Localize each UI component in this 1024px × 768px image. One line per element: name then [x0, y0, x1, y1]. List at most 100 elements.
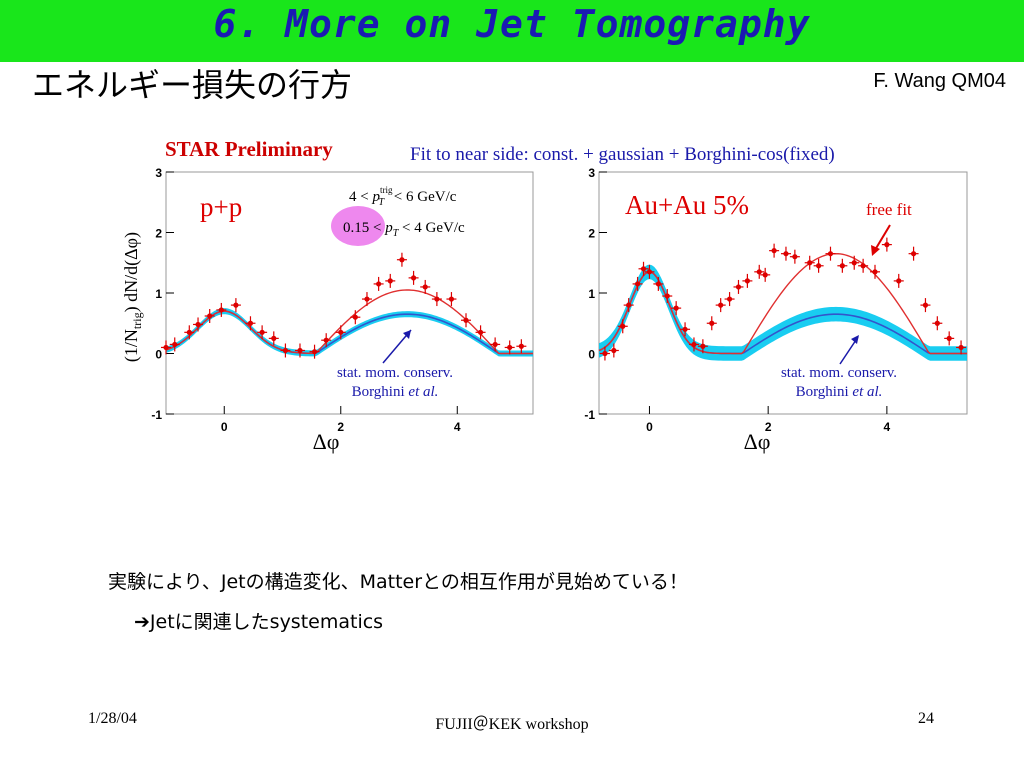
- auau-data-point: [771, 248, 777, 254]
- auau-data-point: [735, 284, 742, 290]
- auau-data-point: [839, 263, 845, 269]
- auau-y-tick-label: -1: [584, 408, 595, 422]
- free-fit-arrow: [874, 224, 891, 251]
- pp-y-tick-label: 2: [155, 227, 162, 241]
- auau-x-tick-label: 4: [884, 420, 891, 434]
- auau-data-point: [872, 269, 878, 275]
- auau-annotation-arrowhead: [851, 335, 859, 344]
- auau-data-point: [783, 251, 789, 257]
- free-fit-arrowhead: [871, 245, 880, 256]
- pp-x-axis-label: Δφ: [313, 429, 340, 454]
- star-preliminary-label: STAR Preliminary: [165, 137, 333, 161]
- footer-page-number: 24: [918, 710, 934, 727]
- pp-data-point: [172, 341, 178, 348]
- pp-data-point: [271, 335, 277, 341]
- auau-data-point: [691, 341, 697, 348]
- pp-model-note-2: Borghini et al.: [352, 384, 439, 400]
- auau-data-point: [827, 251, 834, 257]
- auau-data-point: [792, 254, 798, 260]
- free-fit-label: free fit: [866, 200, 912, 219]
- pp-data-point: [311, 349, 318, 355]
- right-arrow-icon: ➔: [134, 611, 150, 633]
- pp-annotation-arrowhead: [403, 330, 411, 339]
- pp-data-point: [507, 344, 513, 351]
- pp-y-tick-label: -1: [151, 408, 162, 422]
- auau-data-point: [602, 350, 608, 357]
- auau-data-point: [634, 281, 641, 287]
- auau-data-point: [958, 344, 964, 351]
- auau-data-point: [620, 323, 626, 329]
- pp-data-point: [492, 341, 498, 348]
- figure: STAR Preliminary Fit to near side: const…: [121, 137, 968, 454]
- auau-x-tick-label: 2: [765, 420, 772, 434]
- auau-data-point: [682, 326, 688, 332]
- auau-data-point: [851, 260, 857, 266]
- auau-data-point: [664, 293, 670, 299]
- pp-data-point: [399, 257, 405, 263]
- pp-fit-curve: [165, 289, 533, 355]
- body-text-line-2: ➔Jetに関連したsystematics: [134, 607, 383, 634]
- auau-data-point: [611, 347, 617, 354]
- author-credit: F. Wang QM04: [873, 70, 1006, 92]
- auau-data-point: [718, 302, 724, 308]
- pp-x-tick-label: 2: [337, 420, 344, 434]
- pp-data-point: [195, 321, 201, 328]
- auau-data-point: [726, 296, 733, 302]
- pp-plot: 3 2 1 0 -1 0 2 4: [151, 166, 533, 434]
- auau-y-tick-label: 1: [588, 287, 595, 301]
- highlight-ellipse: [331, 206, 385, 246]
- pp-panel-label: p+p: [200, 192, 242, 222]
- pp-data-point: [207, 313, 213, 319]
- auau-data-point: [655, 281, 661, 287]
- auau-data-point: [762, 272, 768, 278]
- auau-data-point: [910, 251, 917, 257]
- auau-data-point: [946, 335, 952, 341]
- auau-model-note-2: Borghini et al.: [796, 384, 883, 400]
- auau-data-point: [816, 263, 822, 269]
- pp-data-point: [364, 296, 370, 302]
- auau-data-point: [896, 278, 902, 284]
- auau-data-point: [673, 305, 679, 311]
- auau-data-point: [709, 320, 715, 326]
- pp-y-tick-label: 0: [155, 348, 162, 362]
- pp-data-point: [463, 317, 469, 323]
- pp-data-point: [259, 329, 265, 335]
- pp-model-note-1: stat. mom. conserv.: [337, 365, 453, 381]
- pp-data-point: [376, 281, 382, 287]
- footer-center: FUJII＠KEK workshop: [435, 716, 589, 733]
- auau-data-point: [807, 260, 813, 266]
- footer-date: 1/28/04: [88, 710, 137, 727]
- slide-subtitle: エネルギー損失の行方: [32, 66, 353, 104]
- pp-data-point: [282, 347, 289, 354]
- associated-cut: 0.15 < pT < 4 GeV/c: [343, 220, 465, 239]
- auau-x-axis-label: Δφ: [744, 429, 771, 454]
- auau-x-tick-label: 0: [646, 420, 653, 434]
- pp-data-point: [422, 284, 428, 290]
- auau-data-point: [700, 343, 706, 349]
- pp-data-point: [410, 275, 417, 281]
- auau-y-tick-label: 0: [588, 348, 595, 362]
- pp-data-point: [323, 337, 329, 343]
- pp-x-tick-label: 4: [454, 420, 461, 434]
- pp-data-point: [186, 329, 192, 335]
- fit-note: Fit to near side: const. + gaussian + Bo…: [410, 144, 835, 165]
- pp-data-point: [518, 343, 524, 349]
- pp-data-point: [233, 302, 239, 308]
- pp-y-tick-label: 3: [155, 166, 162, 180]
- pp-data-point: [247, 320, 254, 326]
- pp-data-point: [338, 329, 344, 335]
- pp-data-point: [387, 278, 393, 284]
- pp-data-point: [218, 307, 224, 313]
- auau-panel-label: Au+Au 5%: [625, 190, 749, 220]
- auau-data-point: [640, 266, 647, 272]
- auau-data-point: [922, 302, 929, 308]
- auau-data-point: [860, 263, 866, 269]
- auau-data-point: [756, 269, 762, 275]
- auau-data-point: [934, 320, 940, 326]
- pp-y-tick-label: 1: [155, 287, 162, 301]
- pp-data-point: [477, 329, 484, 335]
- title-bar: [0, 0, 1024, 62]
- pp-data-point: [297, 347, 303, 354]
- body-text-line-1: 実験により、Jetの構造変化、Matterとの相互作用が見始めている！: [108, 571, 688, 593]
- slide-title: 6. More on Jet Tomography: [213, 2, 811, 46]
